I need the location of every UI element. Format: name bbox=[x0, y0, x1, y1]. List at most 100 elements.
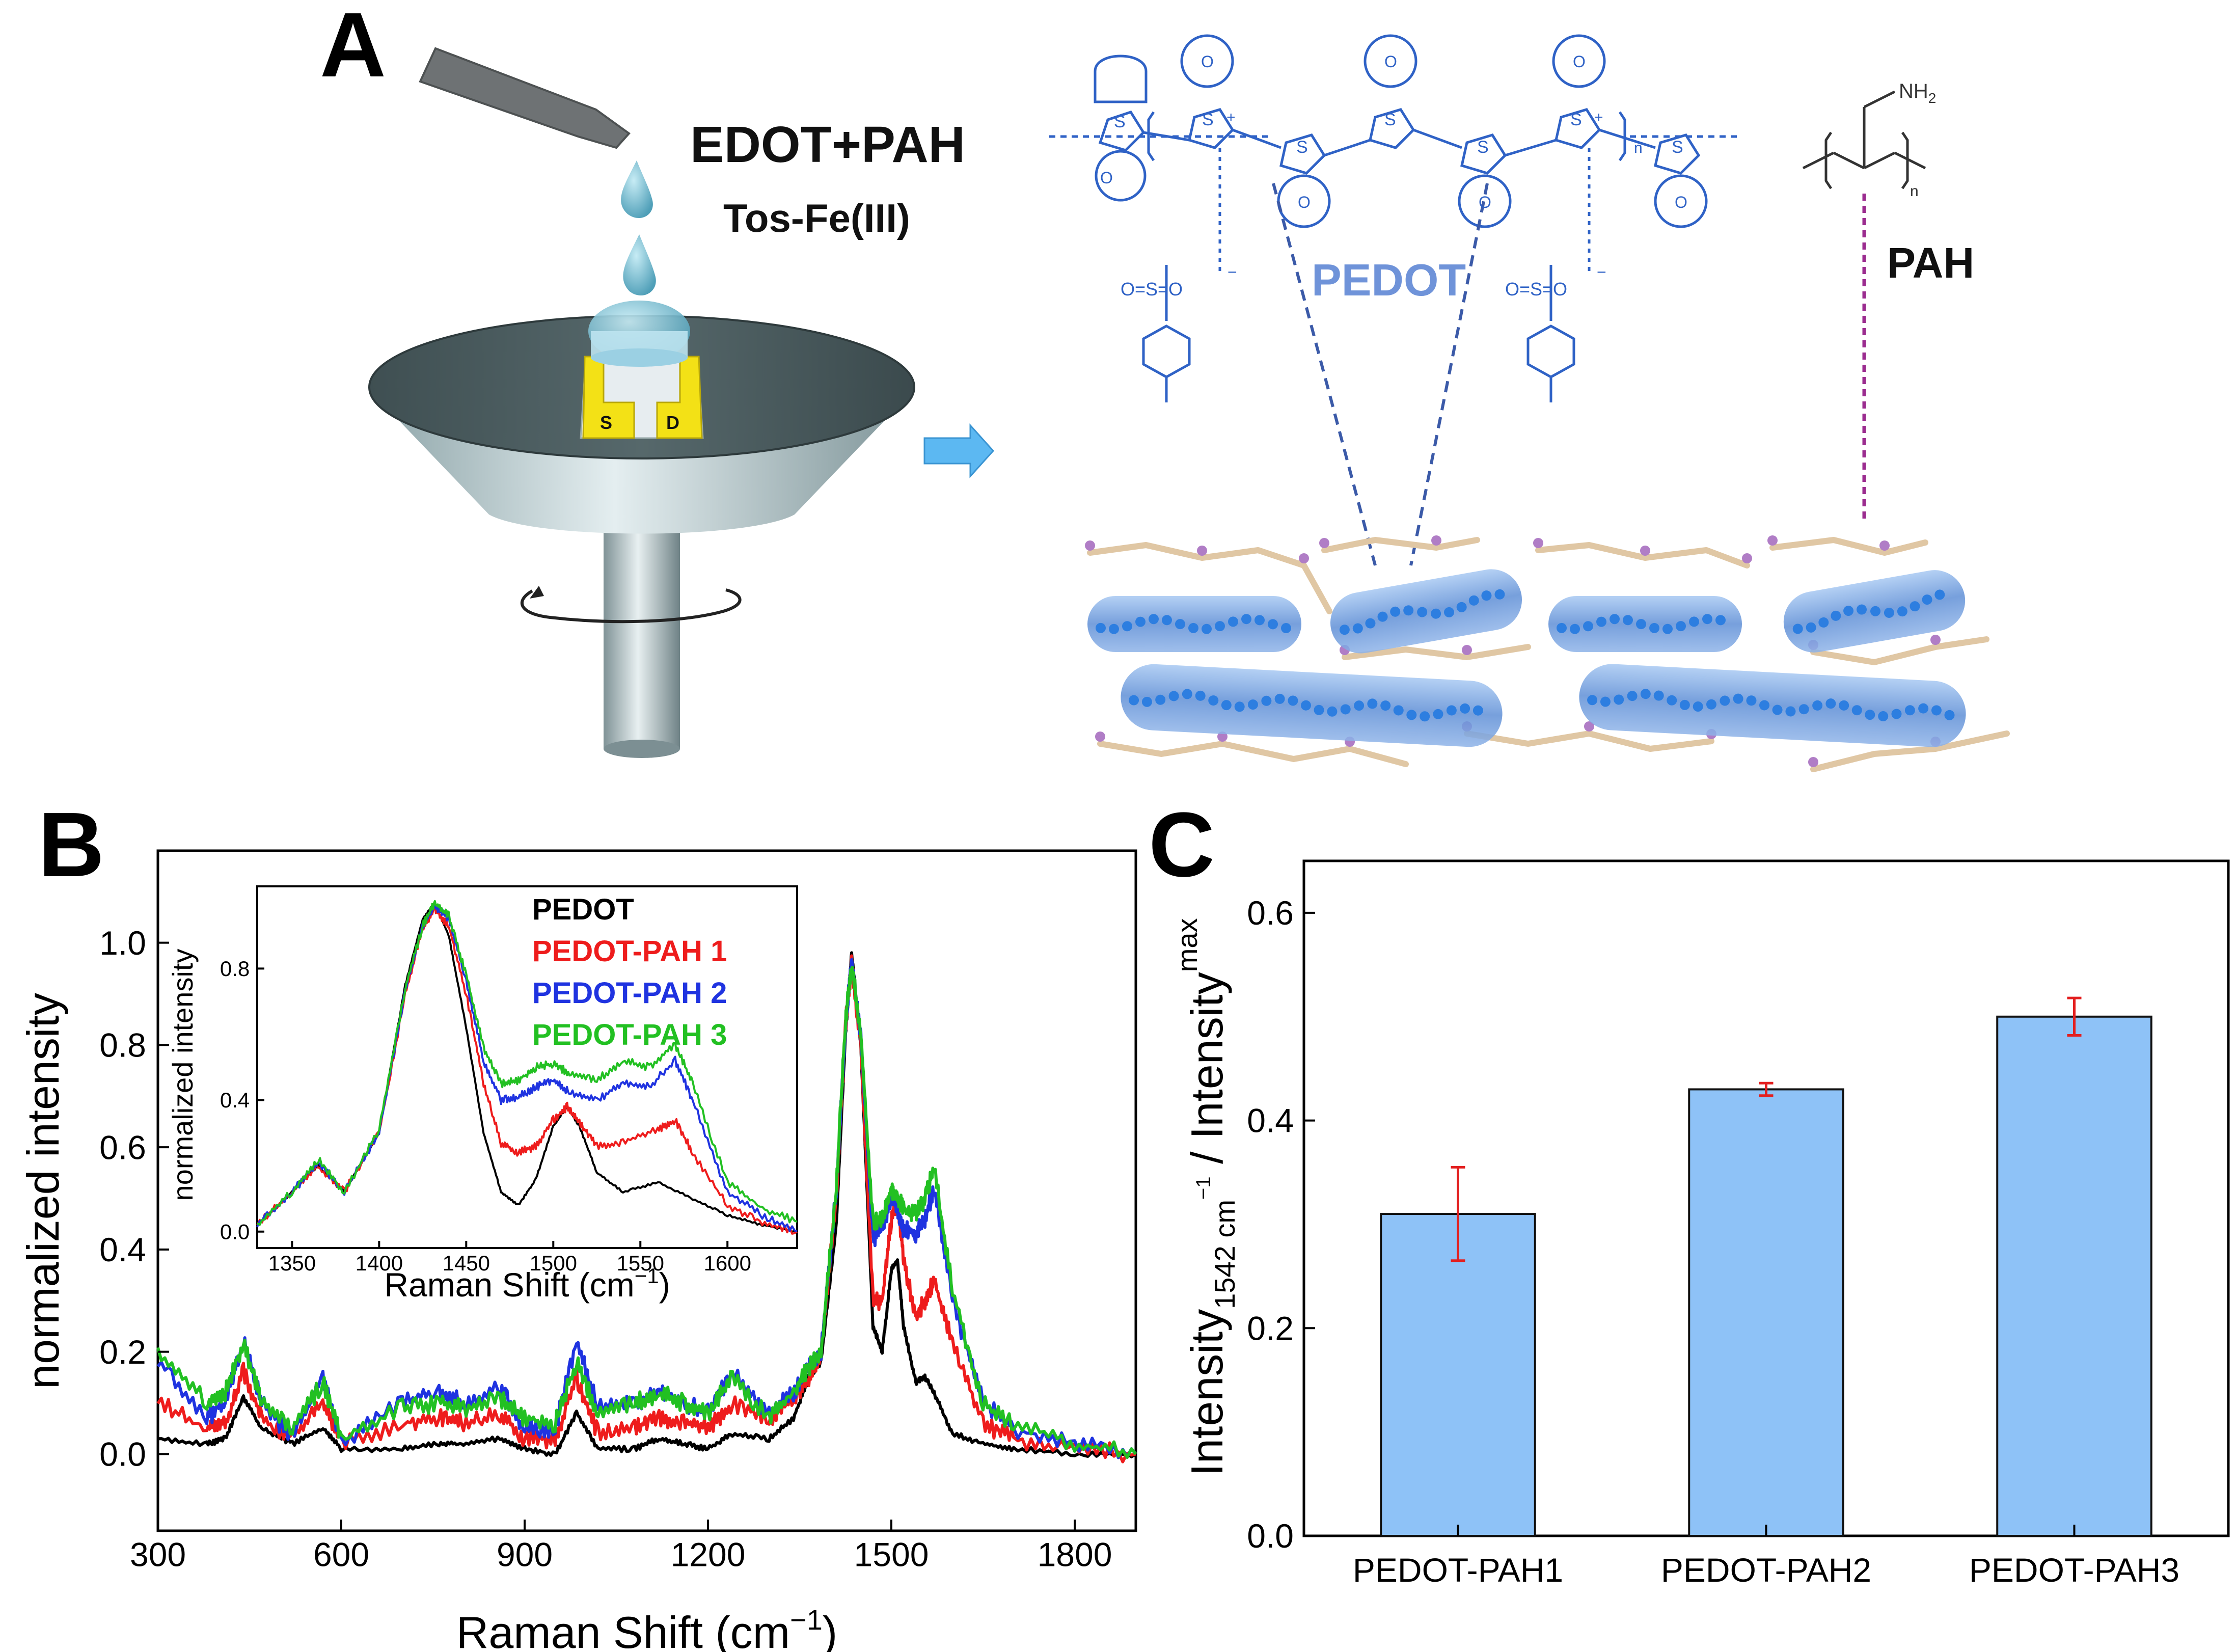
amine-dot bbox=[1767, 535, 1778, 546]
x-axis-label: Raman Shift (cm−1) bbox=[456, 1604, 837, 1652]
charge-minus-label: − bbox=[1228, 263, 1237, 281]
charge-minus-label: − bbox=[1597, 263, 1606, 281]
amine-dot bbox=[1431, 535, 1441, 546]
bar bbox=[1688, 1088, 1844, 1537]
pedot-chain bbox=[1087, 596, 1301, 652]
amine-dot bbox=[1299, 553, 1309, 563]
y-tick-label: 0.0 bbox=[1247, 1517, 1294, 1555]
reagent-label: EDOT+PAH bbox=[690, 116, 965, 173]
pah-chain bbox=[1810, 636, 1989, 665]
sulfur-label: S bbox=[1477, 138, 1489, 157]
error-bar bbox=[1451, 1166, 1465, 1262]
sulfur-label: S bbox=[1570, 110, 1582, 129]
panel-c-letter: C bbox=[1149, 794, 1215, 896]
amine-dot bbox=[1095, 732, 1105, 742]
amine-dot bbox=[1533, 538, 1543, 548]
x-tick-label: 600 bbox=[313, 1535, 369, 1573]
pedot-chain bbox=[1330, 569, 1522, 654]
pah-chain bbox=[1810, 730, 2010, 772]
sulfur-label: S bbox=[1672, 138, 1683, 157]
pah-chain bbox=[1321, 537, 1480, 553]
charge-plus-label: + bbox=[1594, 109, 1603, 126]
y-tick-label: 0.2 bbox=[99, 1333, 146, 1371]
film-illustration bbox=[1085, 535, 2010, 772]
series-line-pedot-pah-2 bbox=[256, 902, 798, 1233]
amine-dot bbox=[1742, 553, 1752, 563]
y-tick-label: 0.2 bbox=[1247, 1309, 1294, 1347]
x-tick-label: 1350 bbox=[268, 1251, 316, 1275]
sulfur-label: S bbox=[1296, 138, 1308, 157]
pipette-icon bbox=[419, 47, 631, 149]
oxygen-label: O bbox=[1201, 52, 1214, 71]
pedot-chain bbox=[1579, 664, 1966, 747]
x-tick-group: 300 600 900 1200 1500 1800 bbox=[130, 1520, 1112, 1573]
electrode-source-label: S bbox=[600, 412, 612, 433]
error-bar bbox=[1759, 1081, 1774, 1097]
amine-dot bbox=[1584, 721, 1594, 732]
bar-category-label: PEDOT-PAH2 bbox=[1661, 1551, 1871, 1589]
bar-y-axis-label: Intensity1542 cm−1 / Intensitymax bbox=[1171, 918, 1241, 1476]
amine-dot bbox=[1085, 540, 1095, 551]
panel-b: B 300 600 900 1200 1500 1800 0.0 0.2 0.4 0.6 0.8 1… bbox=[18, 794, 1137, 1652]
sulfur-label: S bbox=[1202, 110, 1214, 129]
oxidant-label: Tos-Fe(III) bbox=[723, 196, 910, 240]
y-tick-label: 0.4 bbox=[220, 1088, 250, 1112]
pah-chain bbox=[1769, 537, 1928, 556]
drop-icon bbox=[623, 234, 656, 296]
legend-entry: PEDOT-PAH 1 bbox=[532, 935, 727, 968]
panel-b-letter: B bbox=[38, 794, 104, 896]
thiophene-ring bbox=[1095, 111, 1147, 202]
series-line-pedot bbox=[157, 951, 1137, 1458]
repeat-n-label: n bbox=[1910, 183, 1919, 200]
bar-category-label: PEDOT-PAH3 bbox=[1969, 1551, 2179, 1589]
series-line-pedot-pah-3 bbox=[256, 900, 798, 1226]
panel-a-letter: A bbox=[320, 0, 386, 96]
rotation-arrow-icon bbox=[521, 588, 742, 624]
pedot-structure bbox=[1049, 34, 1742, 566]
x-tick-label: 1450 bbox=[443, 1251, 490, 1275]
sulfur-label: S bbox=[1114, 112, 1126, 131]
bar bbox=[1996, 1015, 2152, 1537]
x-tick-label: 1600 bbox=[704, 1251, 751, 1275]
pah-chain bbox=[1097, 741, 1409, 767]
drain-electrode bbox=[656, 356, 703, 439]
tosylate-left bbox=[1142, 265, 1191, 402]
pah-chain bbox=[1535, 542, 1750, 568]
process-arrow-icon bbox=[923, 423, 995, 478]
bar-category-label: PEDOT-PAH1 bbox=[1353, 1551, 1563, 1589]
pedot-chain bbox=[1548, 596, 1742, 652]
drop-icon bbox=[621, 160, 653, 219]
amine-dot bbox=[1879, 540, 1890, 551]
sulfonate-label: O=S=O bbox=[1505, 279, 1567, 300]
pah-structure bbox=[1802, 90, 1926, 189]
x-tick-label: 1500 bbox=[530, 1251, 577, 1275]
pedot-chain bbox=[1121, 664, 1503, 747]
pah-chain bbox=[1464, 730, 1714, 752]
bar bbox=[1380, 1213, 1536, 1537]
series-line-pedot-pah-3 bbox=[156, 966, 1137, 1459]
y-tick-label: 0.8 bbox=[220, 957, 250, 981]
amine-dot bbox=[1808, 757, 1818, 767]
panel-a: A EDOT+PAH Tos-Fe(III) S D bbox=[320, 0, 2010, 772]
x-tick-label: 300 bbox=[130, 1535, 186, 1573]
y-tick-label: 0.4 bbox=[99, 1231, 146, 1268]
electrode-drain-label: D bbox=[666, 412, 679, 433]
spin-coater: S D bbox=[368, 301, 915, 758]
y-tick-group: 0.0 0.2 0.4 0.6 0.8 1.0 bbox=[99, 924, 169, 1473]
x-tick-label: 1800 bbox=[1038, 1535, 1112, 1573]
inset-y-axis-label: normalized intensity bbox=[167, 949, 199, 1201]
sulfur-label: S bbox=[1384, 110, 1396, 129]
y-tick-label: 0.6 bbox=[1247, 894, 1294, 932]
x-tick-label: 1200 bbox=[671, 1535, 746, 1573]
pedot-chain bbox=[1783, 570, 1966, 653]
repeat-n-label: n bbox=[1634, 140, 1643, 156]
oxygen-label: O bbox=[1479, 193, 1491, 211]
y-tick-label: 0.8 bbox=[99, 1026, 146, 1064]
y-tick-label: 0.4 bbox=[1247, 1102, 1294, 1140]
inset-legend: PEDOT PEDOT-PAH 1 PEDOT-PAH 2 PEDOT-PAH 3 bbox=[532, 893, 727, 1051]
nh2-label: NH2 bbox=[1899, 80, 1936, 106]
bar-y-tick-group: 0.0 0.2 0.4 0.6 bbox=[1247, 894, 1315, 1555]
panel-c: C 0.0 0.2 0.4 0.6 PEDOT-PAH1 PEDOT-PAH2 PEDOT… bbox=[1149, 794, 2230, 1589]
y-axis-label: normalized intensity bbox=[18, 993, 68, 1389]
